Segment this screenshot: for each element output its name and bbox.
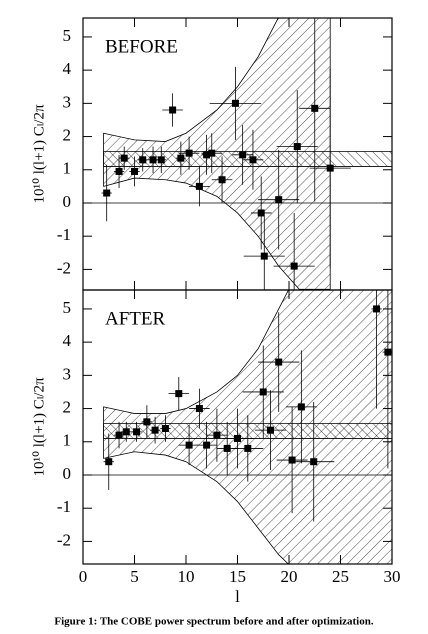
- data-point: [151, 426, 159, 434]
- y-axis-label: 10¹⁰ l(l+1) Cₗ/2π: [31, 104, 47, 203]
- data-point: [169, 106, 177, 114]
- y-tick-label: 4: [63, 59, 72, 78]
- data-point: [120, 154, 128, 162]
- data-point: [297, 403, 305, 411]
- data-point: [195, 182, 203, 190]
- panel-label: AFTER: [105, 308, 166, 329]
- data-point: [223, 444, 231, 452]
- data-point: [260, 252, 268, 260]
- data-point: [177, 154, 185, 162]
- y-tick-label: 5: [63, 26, 72, 45]
- data-point: [161, 424, 169, 432]
- data-point: [326, 164, 334, 172]
- y-tick-label: 1: [63, 431, 72, 450]
- data-point: [103, 189, 111, 197]
- data-point: [133, 428, 141, 436]
- y-tick-label: -2: [57, 530, 71, 549]
- x-tick-label: 5: [130, 567, 139, 586]
- x-tick-label: 15: [229, 567, 246, 586]
- y-tick-label: -1: [57, 225, 71, 244]
- y-tick-label: 3: [63, 92, 72, 111]
- x-tick-label: 25: [332, 567, 349, 586]
- data-point: [203, 441, 211, 449]
- data-point: [143, 418, 151, 426]
- y-axis-label: 10¹⁰ l(l+1) Cₗ/2π: [31, 377, 47, 476]
- data-point: [310, 458, 318, 466]
- plot: [83, 18, 392, 290]
- x-tick-label: 20: [281, 567, 298, 586]
- data-point: [185, 441, 193, 449]
- data-point: [373, 305, 381, 313]
- data-point: [293, 143, 301, 151]
- data-point: [208, 149, 216, 157]
- caption: Figure 1: The COBE power spectrum before…: [54, 616, 373, 628]
- data-point: [195, 405, 203, 413]
- y-tick-label: 0: [63, 464, 72, 483]
- y-tick-label: 1: [63, 159, 72, 178]
- data-point: [175, 390, 183, 398]
- y-tick-label: 4: [63, 331, 72, 350]
- data-point: [257, 209, 265, 217]
- data-point: [218, 176, 226, 184]
- x-axis-label: l: [235, 587, 240, 606]
- data-point: [384, 348, 392, 356]
- data-point: [203, 151, 211, 159]
- data-point: [249, 156, 257, 164]
- data-point: [288, 456, 296, 464]
- data-point: [275, 196, 283, 204]
- variance-band: [103, 151, 392, 167]
- y-tick-label: -1: [57, 497, 71, 516]
- data-point: [239, 151, 247, 159]
- y-tick-label: 2: [63, 397, 72, 416]
- data-point: [275, 358, 283, 366]
- data-point: [231, 99, 239, 107]
- data-point: [185, 149, 193, 157]
- y-tick-label: 5: [63, 298, 72, 317]
- data-point: [259, 388, 267, 396]
- y-tick-label: 3: [63, 364, 72, 383]
- data-point: [311, 104, 319, 112]
- data-point: [149, 156, 157, 164]
- data-point: [139, 156, 147, 164]
- data-point: [234, 434, 241, 442]
- data-point: [266, 426, 274, 434]
- x-tick-label: 10: [178, 567, 195, 586]
- x-tick-label: 30: [384, 567, 401, 586]
- data-point: [244, 444, 252, 452]
- data-point: [105, 458, 113, 466]
- y-tick-label: 2: [63, 125, 72, 144]
- data-point: [122, 428, 130, 436]
- y-tick-label: -2: [57, 258, 71, 277]
- panel-label: BEFORE: [105, 36, 178, 57]
- data-point: [131, 167, 138, 175]
- y-tick-label: 0: [63, 192, 72, 211]
- data-point: [157, 156, 165, 164]
- data-point: [115, 167, 123, 175]
- data-point: [213, 431, 221, 439]
- data-point: [115, 431, 123, 439]
- plot: [83, 290, 392, 564]
- x-tick-label: 0: [79, 567, 88, 586]
- data-point: [290, 262, 298, 270]
